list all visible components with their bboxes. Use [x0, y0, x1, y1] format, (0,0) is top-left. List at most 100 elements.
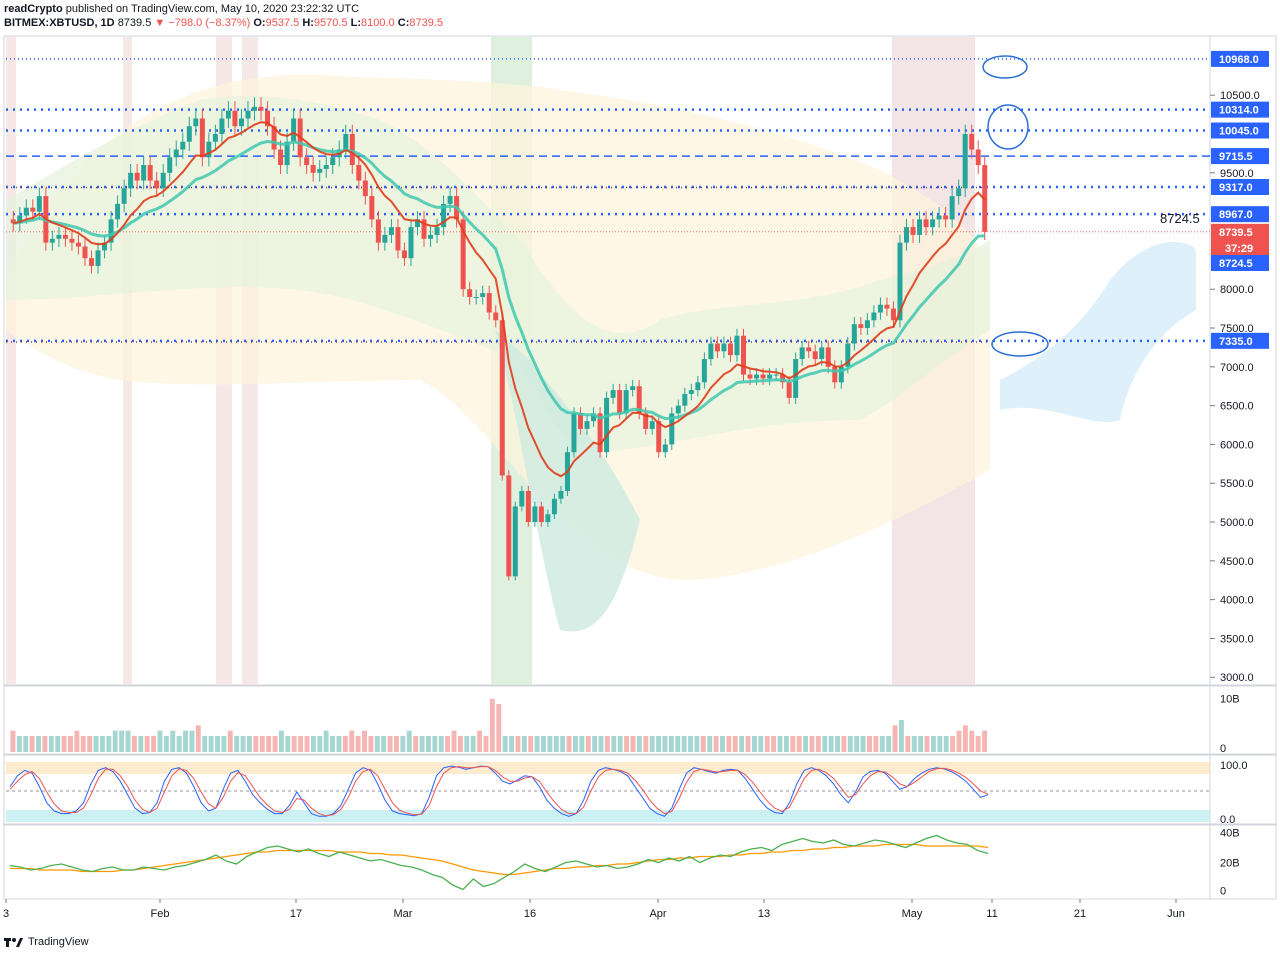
volume-bar — [624, 736, 630, 752]
volume-bar — [604, 736, 610, 752]
volume-bar — [285, 736, 291, 752]
candle-body — [512, 506, 518, 577]
volume-bar — [950, 736, 956, 752]
candle-body — [349, 134, 355, 166]
volume-bar — [483, 736, 489, 752]
sub-axis-label: 20B — [1220, 858, 1240, 870]
sub-pane-axes: 10B 0 100.0 0.0 40B 20B 0 — [1220, 694, 1248, 898]
chart-canvas[interactable]: 3000.03500.04000.04500.05000.05500.06000… — [0, 0, 1280, 930]
volume-bar — [432, 736, 438, 752]
volume-bar — [29, 736, 35, 752]
volume-bar — [157, 730, 163, 752]
volume-bar — [502, 736, 508, 752]
candle-body — [754, 374, 760, 379]
candle-body — [108, 219, 114, 243]
candle-body — [441, 203, 447, 228]
y-tick-label: 6000.0 — [1220, 439, 1254, 451]
volume-bar — [656, 736, 661, 752]
y-tick-label: 3500.0 — [1220, 633, 1254, 645]
candle-body — [506, 475, 512, 577]
volume-bar — [23, 736, 29, 752]
brand-name[interactable]: TradingView — [28, 936, 89, 948]
candle-body — [584, 421, 590, 429]
volume-bar — [93, 736, 99, 752]
price-level-tag — [1211, 332, 1269, 349]
volume-bar — [956, 730, 962, 752]
candle-body — [115, 203, 121, 220]
volume-bar — [828, 736, 834, 752]
candle-body — [258, 106, 264, 111]
tradingview-logo-icon — [4, 938, 23, 947]
candle-body — [610, 390, 616, 398]
candle-body — [141, 165, 147, 181]
author-name[interactable]: readCrypto — [4, 3, 63, 15]
volume-bar — [189, 730, 195, 752]
stoch-series-line — [9, 766, 989, 817]
volume-bar — [803, 736, 809, 752]
price-level-tag — [1211, 148, 1269, 165]
publish-info: published on TradingView.com, May 10, 20… — [65, 3, 360, 15]
candle-body — [897, 242, 903, 321]
candle-body — [128, 172, 134, 189]
candle-body — [773, 374, 779, 376]
candle-body — [388, 227, 394, 235]
y-tick-label: 9500.0 — [1220, 168, 1254, 180]
volume-bar — [438, 736, 444, 752]
y-tick-label: 3000.0 — [1220, 672, 1254, 684]
volume-bar — [809, 736, 815, 752]
candle-body — [219, 118, 225, 135]
volume-bar — [259, 736, 265, 752]
y-tick-label: 5000.0 — [1220, 517, 1254, 529]
sub-axis-label: 100.0 — [1220, 760, 1248, 772]
price-level-tag-label: 9715.5 — [1219, 151, 1253, 163]
candle-body — [75, 242, 81, 247]
x-tick-label: Feb — [151, 908, 170, 920]
candle-body — [343, 134, 349, 150]
price-labels: 10968.0 10314.0 10045.0 9715.5 9317.0 8967.0 7… — [1160, 50, 1269, 349]
candle-body — [838, 366, 844, 383]
price-axis[interactable]: 3000.0 3500.0 4000.0 4500.0 5000.0 5500.0 6000… — [1210, 90, 1260, 684]
candle-body — [623, 390, 629, 414]
candle-body — [69, 238, 75, 243]
volume-bar — [911, 736, 917, 752]
candle-body — [330, 157, 336, 166]
symbol-name[interactable]: BITMEX:XBTUSD, 1D — [4, 17, 115, 29]
candle-body — [291, 118, 297, 142]
volume-bar — [758, 736, 764, 752]
candle-body — [649, 421, 655, 429]
volume-bar — [924, 736, 930, 752]
volume-bar — [234, 736, 240, 752]
candle-body — [193, 118, 199, 127]
price-change: ▼ −798.0 (−8.37%) — [154, 17, 251, 29]
volume-bar — [496, 704, 502, 752]
candle-body — [180, 141, 186, 150]
candle-body — [910, 227, 916, 235]
low-marker-tag-label: 8724.5 — [1219, 258, 1253, 270]
sub-axis-label: 0.0 — [1220, 814, 1235, 826]
candle-body — [415, 219, 420, 228]
candle-body — [493, 312, 499, 321]
annotation-circle — [991, 331, 1049, 357]
volume-bar — [662, 736, 668, 752]
candle-body — [395, 227, 401, 251]
volume-bar — [713, 736, 719, 752]
ema-slow-line — [13, 139, 985, 421]
volume-bar — [847, 736, 853, 752]
candle-body — [708, 343, 714, 360]
time-axis[interactable]: 3 Feb 17 Mar 16 Apr 13 May 11 21 Jun — [3, 899, 1185, 920]
volume-bar — [822, 736, 828, 752]
volume-bar — [668, 736, 674, 752]
candle-body — [975, 149, 981, 166]
volume-bar — [566, 736, 572, 752]
volume-bar — [266, 736, 272, 752]
volume-bar — [298, 736, 304, 752]
candle-body — [173, 149, 179, 158]
candle-body — [147, 165, 153, 181]
candle-body — [538, 506, 544, 523]
candle-body — [701, 359, 707, 383]
x-tick-label: 3 — [3, 908, 9, 920]
low-marker-label: 8724.5 — [1160, 211, 1200, 226]
volume-bar — [227, 730, 233, 752]
price-levels — [6, 58, 1210, 343]
countdown-label: 37:29 — [1225, 243, 1253, 255]
